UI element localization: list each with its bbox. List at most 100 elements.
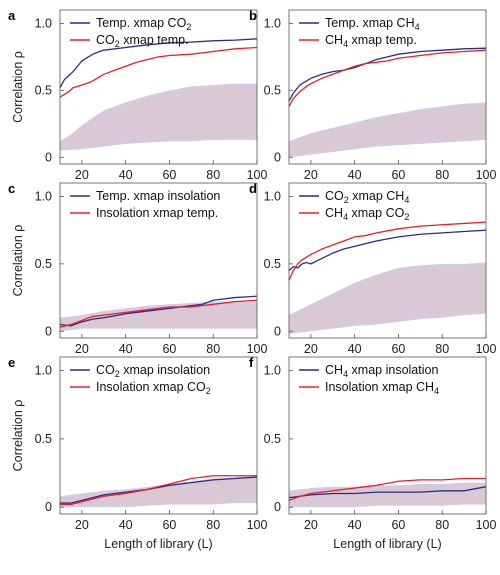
x-tick-label: 80: [206, 518, 220, 532]
x-tick-label: 40: [348, 168, 362, 182]
y-tick-label: 0.5: [35, 257, 52, 271]
null-band-red: [289, 263, 486, 333]
legend-entry: CH4 xmap temp.: [325, 33, 417, 49]
y-tick-label: 1.0: [264, 189, 281, 203]
plot-frame: [288, 182, 487, 339]
x-tick-label: 20: [304, 168, 318, 182]
panel-a: 0 0.5 1.0 20 40 60 80 100 a Correlation ρ Temp. xm…: [8, 8, 267, 182]
x-tick-label: 60: [391, 342, 405, 356]
legend-entry: Temp. xmap insolation: [96, 189, 220, 203]
panel-letter: b: [249, 8, 257, 23]
x-tick-label: 60: [391, 518, 405, 532]
y-axis-label: Correlation ρ: [11, 51, 25, 123]
series-line-blue: [60, 476, 258, 504]
x-tick-label: 100: [476, 342, 497, 356]
x-tick-label: 100: [247, 518, 268, 532]
x-tick-label: 80: [435, 168, 449, 182]
panel-letter: e: [8, 355, 15, 370]
panel-c: 0 0.5 1.0 20 40 60 80 100 c Correlation ρ Temp. xm…: [8, 181, 267, 356]
legend-entry: Temp. xmap CH4: [325, 16, 420, 32]
y-tick-label: 0.5: [264, 83, 281, 97]
legend-entry: CO2 xmap temp.: [96, 33, 189, 49]
series-line-red: [288, 49, 487, 107]
x-tick-label: 60: [391, 168, 405, 182]
x-axis-label: Length of library (L): [333, 537, 441, 551]
y-tick-label: 0.5: [35, 83, 52, 97]
plot-frame: [288, 356, 487, 515]
series-line-blue: [288, 47, 487, 102]
series-line-blue: [59, 38, 258, 88]
x-tick-label: 20: [304, 342, 318, 356]
x-tick-label: 60: [162, 518, 176, 532]
panel-letter: d: [249, 181, 257, 196]
y-tick-label: 1.0: [35, 16, 52, 30]
x-tick-label: 40: [348, 518, 362, 532]
x-axis-label: Length of library (L): [104, 537, 212, 551]
x-tick-label: 20: [304, 518, 318, 532]
x-tick-label: 20: [75, 518, 89, 532]
panel-f: 0 0.5 1.0 20 40 60 80 100 f Length of library (L)…: [249, 355, 496, 551]
plot-frame: [59, 356, 258, 515]
x-tick-label: 60: [162, 168, 176, 182]
null-band-red: [60, 84, 257, 150]
panel-letter: c: [8, 181, 15, 196]
y-tick-label: 0: [45, 324, 52, 338]
x-tick-label: 20: [75, 168, 89, 182]
x-tick-label: 100: [247, 168, 268, 182]
y-tick-label: 0.5: [264, 257, 281, 271]
series-line-red: [59, 299, 258, 328]
y-tick-label: 1.0: [264, 16, 281, 30]
null-band-red: [289, 103, 486, 156]
x-tick-label: 20: [75, 342, 89, 356]
legend-entry: Insolation xmap temp.: [96, 206, 218, 220]
plot-frame: [59, 182, 258, 339]
x-tick-label: 100: [476, 168, 497, 182]
legend-entry: CH4 xmap CO2: [325, 206, 409, 222]
legend-entry: CO2 xmap CH4: [325, 189, 409, 205]
legend-entry: Insolation xmap CO2: [96, 380, 211, 396]
y-tick-label: 0: [274, 150, 281, 164]
y-axis-label: Correlation ρ: [11, 400, 25, 472]
null-band-red: [289, 483, 486, 506]
null-band-red: [60, 302, 257, 330]
y-tick-label: 1.0: [35, 364, 52, 378]
y-tick-label: 1.0: [264, 364, 281, 378]
y-tick-label: 0.5: [35, 432, 52, 446]
x-tick-label: 40: [348, 342, 362, 356]
legend-entry: CO2 xmap insolation: [96, 363, 210, 379]
x-tick-label: 60: [162, 342, 176, 356]
null-band-red: [60, 477, 257, 506]
panel-letter: a: [8, 8, 16, 23]
y-tick-label: 0: [274, 500, 281, 514]
series-line-blue: [59, 295, 258, 327]
x-tick-label: 40: [119, 168, 133, 182]
panels-group: 0 0.5 1.0 20 40 60 80 100 a Correlation ρ Temp. xm…: [8, 8, 496, 551]
series-line-red: [288, 221, 487, 281]
x-tick-label: 80: [435, 342, 449, 356]
y-tick-label: 0: [45, 150, 52, 164]
plot-frame: [288, 9, 487, 165]
y-axis-label: Correlation ρ: [11, 225, 25, 297]
series-line-blue: [288, 229, 487, 272]
x-tick-label: 100: [476, 518, 497, 532]
series-line-red: [60, 475, 257, 506]
legend-entry: CH4 xmap insolation: [325, 363, 438, 379]
y-tick-label: 0: [45, 500, 52, 514]
y-tick-label: 0.5: [264, 432, 281, 446]
series-line-blue: [288, 486, 487, 499]
x-tick-label: 80: [206, 342, 220, 356]
y-tick-label: 1.0: [35, 189, 52, 203]
series-line-red: [288, 477, 486, 501]
x-tick-label: 40: [119, 518, 133, 532]
legend-entry: Insolation xmap CH4: [325, 380, 439, 396]
x-tick-label: 40: [119, 342, 133, 356]
legend-entry: Temp. xmap CO2: [96, 16, 191, 32]
series-line-red: [59, 46, 258, 98]
panel-e: 0 0.5 1.0 20 40 60 80 100 e Correlation ρ Length o…: [8, 355, 267, 551]
x-tick-label: 100: [247, 342, 268, 356]
plot-frame: [59, 9, 258, 165]
x-tick-label: 80: [206, 168, 220, 182]
